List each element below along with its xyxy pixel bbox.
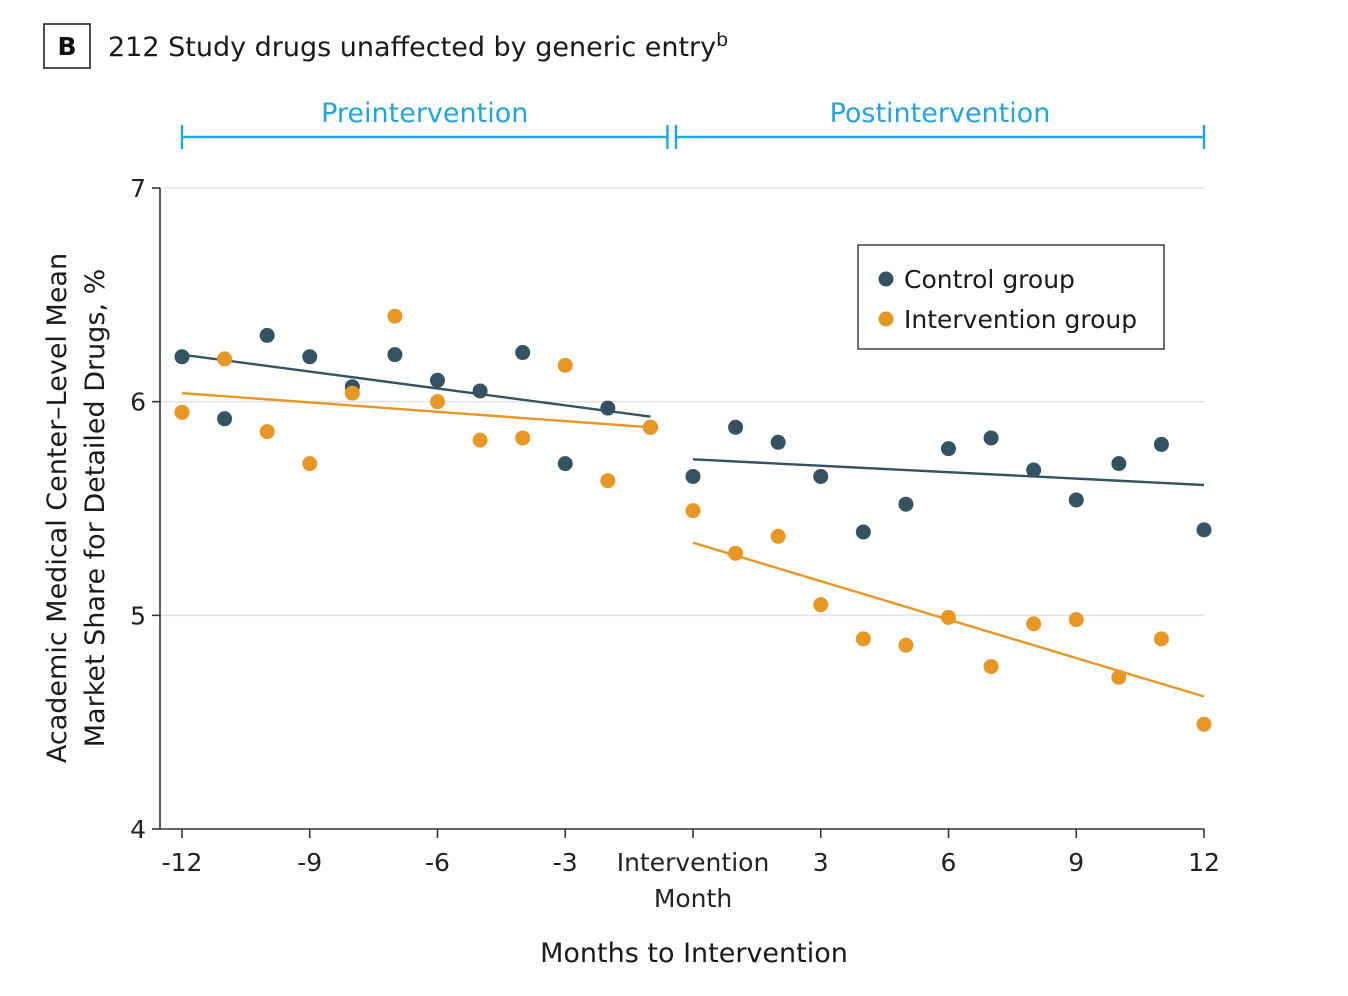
data-point (387, 308, 403, 324)
legend-marker (878, 271, 894, 287)
data-point (685, 503, 701, 519)
y-axis-title: Academic Medical Center–Level Mean Market… (42, 253, 111, 763)
data-point (302, 456, 318, 472)
x-tick-label: -12 (162, 848, 203, 877)
x-tick-label: 9 (1068, 848, 1084, 877)
y-axis-title-line: Academic Medical Center–Level Mean (42, 253, 73, 763)
data-point (728, 545, 744, 561)
data-point (983, 659, 999, 675)
data-point (302, 349, 318, 365)
data-point (217, 411, 233, 427)
x-tick-label: Intervention (617, 848, 770, 877)
data-point (1111, 669, 1127, 685)
data-point (770, 434, 786, 450)
data-point (259, 424, 275, 440)
data-point (174, 404, 190, 420)
y-tick-label: 4 (130, 815, 146, 844)
x-tick-label: -9 (297, 848, 322, 877)
data-point (1068, 612, 1084, 628)
data-point (472, 383, 488, 399)
data-point (813, 468, 829, 484)
phase-brackets: Preintervention Postintervention (180, 98, 1206, 149)
x-tick-label: 3 (813, 848, 829, 877)
chart-title-superscript: b (716, 29, 728, 51)
data-point (557, 456, 573, 472)
x-tick-label-line2: Month (654, 884, 732, 913)
data-point (983, 430, 999, 446)
x-tick-label: -6 (425, 848, 450, 877)
trend-line (181, 391, 651, 429)
data-point (1153, 436, 1169, 452)
x-tick-label: 6 (941, 848, 957, 877)
data-point (259, 327, 275, 343)
data-point (1026, 616, 1042, 632)
data-point (515, 345, 531, 361)
data-point (728, 419, 744, 435)
series-intervention-group (174, 308, 1212, 732)
phase-bracket-postintervention: Postintervention (674, 98, 1206, 149)
y-tick-label: 5 (130, 601, 146, 630)
panel-letter-box (43, 23, 91, 69)
axes: 4 5 6 7 -12 -9 -6 -3 Intervention Month 3 6 9 12 (130, 174, 1220, 913)
data-point (344, 385, 360, 401)
panel-letter: B (57, 32, 76, 61)
chart-title-main: 212 Study drugs unaffected by generic en… (108, 32, 716, 63)
data-point (515, 430, 531, 446)
data-point (1111, 456, 1127, 472)
data-point (855, 524, 871, 540)
data-point (770, 528, 786, 544)
x-tick-label: -3 (553, 848, 578, 877)
data-point (1026, 462, 1042, 478)
legend-box (857, 244, 1165, 350)
data-point (1068, 492, 1084, 508)
data-point (557, 357, 573, 373)
x-axis-title: Months to Intervention (540, 938, 848, 969)
data-point (472, 432, 488, 448)
data-point (174, 349, 190, 365)
phase-label: Postintervention (830, 98, 1051, 129)
data-point (642, 419, 658, 435)
data-point (813, 597, 829, 613)
data-point (898, 637, 914, 653)
chart-title: 212 Study drugs unaffected by generic en… (108, 29, 728, 63)
data-point (430, 394, 445, 410)
data-point (430, 372, 445, 388)
data-point (941, 609, 956, 625)
data-point (941, 441, 956, 457)
data-point (600, 473, 616, 489)
data-point (855, 631, 871, 647)
trend-line (181, 353, 651, 418)
data-point (217, 351, 233, 367)
legend-label: Intervention group (904, 305, 1137, 334)
data-point (685, 468, 701, 484)
legend-marker (878, 311, 894, 327)
trend-lines (181, 353, 1205, 698)
data-point (600, 400, 616, 416)
y-axis-title-line: Market Share for Detailed Drugs, % (80, 269, 111, 748)
data-point (387, 347, 403, 363)
trend-line (692, 458, 1205, 487)
data-points (174, 308, 1212, 732)
data-point (1153, 631, 1169, 647)
phase-label: Preintervention (321, 98, 528, 129)
data-point (1196, 522, 1212, 538)
legend: Control group Intervention group (857, 244, 1165, 350)
y-tick-label: 6 (130, 388, 146, 417)
data-point (898, 496, 914, 512)
series-control-group (174, 327, 1212, 540)
y-tick-label: 7 (130, 174, 146, 203)
phase-bracket-preintervention: Preintervention (180, 98, 669, 149)
legend-label: Control group (904, 265, 1075, 294)
grid-lines (160, 187, 1204, 617)
data-point (1196, 716, 1212, 732)
x-tick-label: 12 (1188, 848, 1220, 877)
